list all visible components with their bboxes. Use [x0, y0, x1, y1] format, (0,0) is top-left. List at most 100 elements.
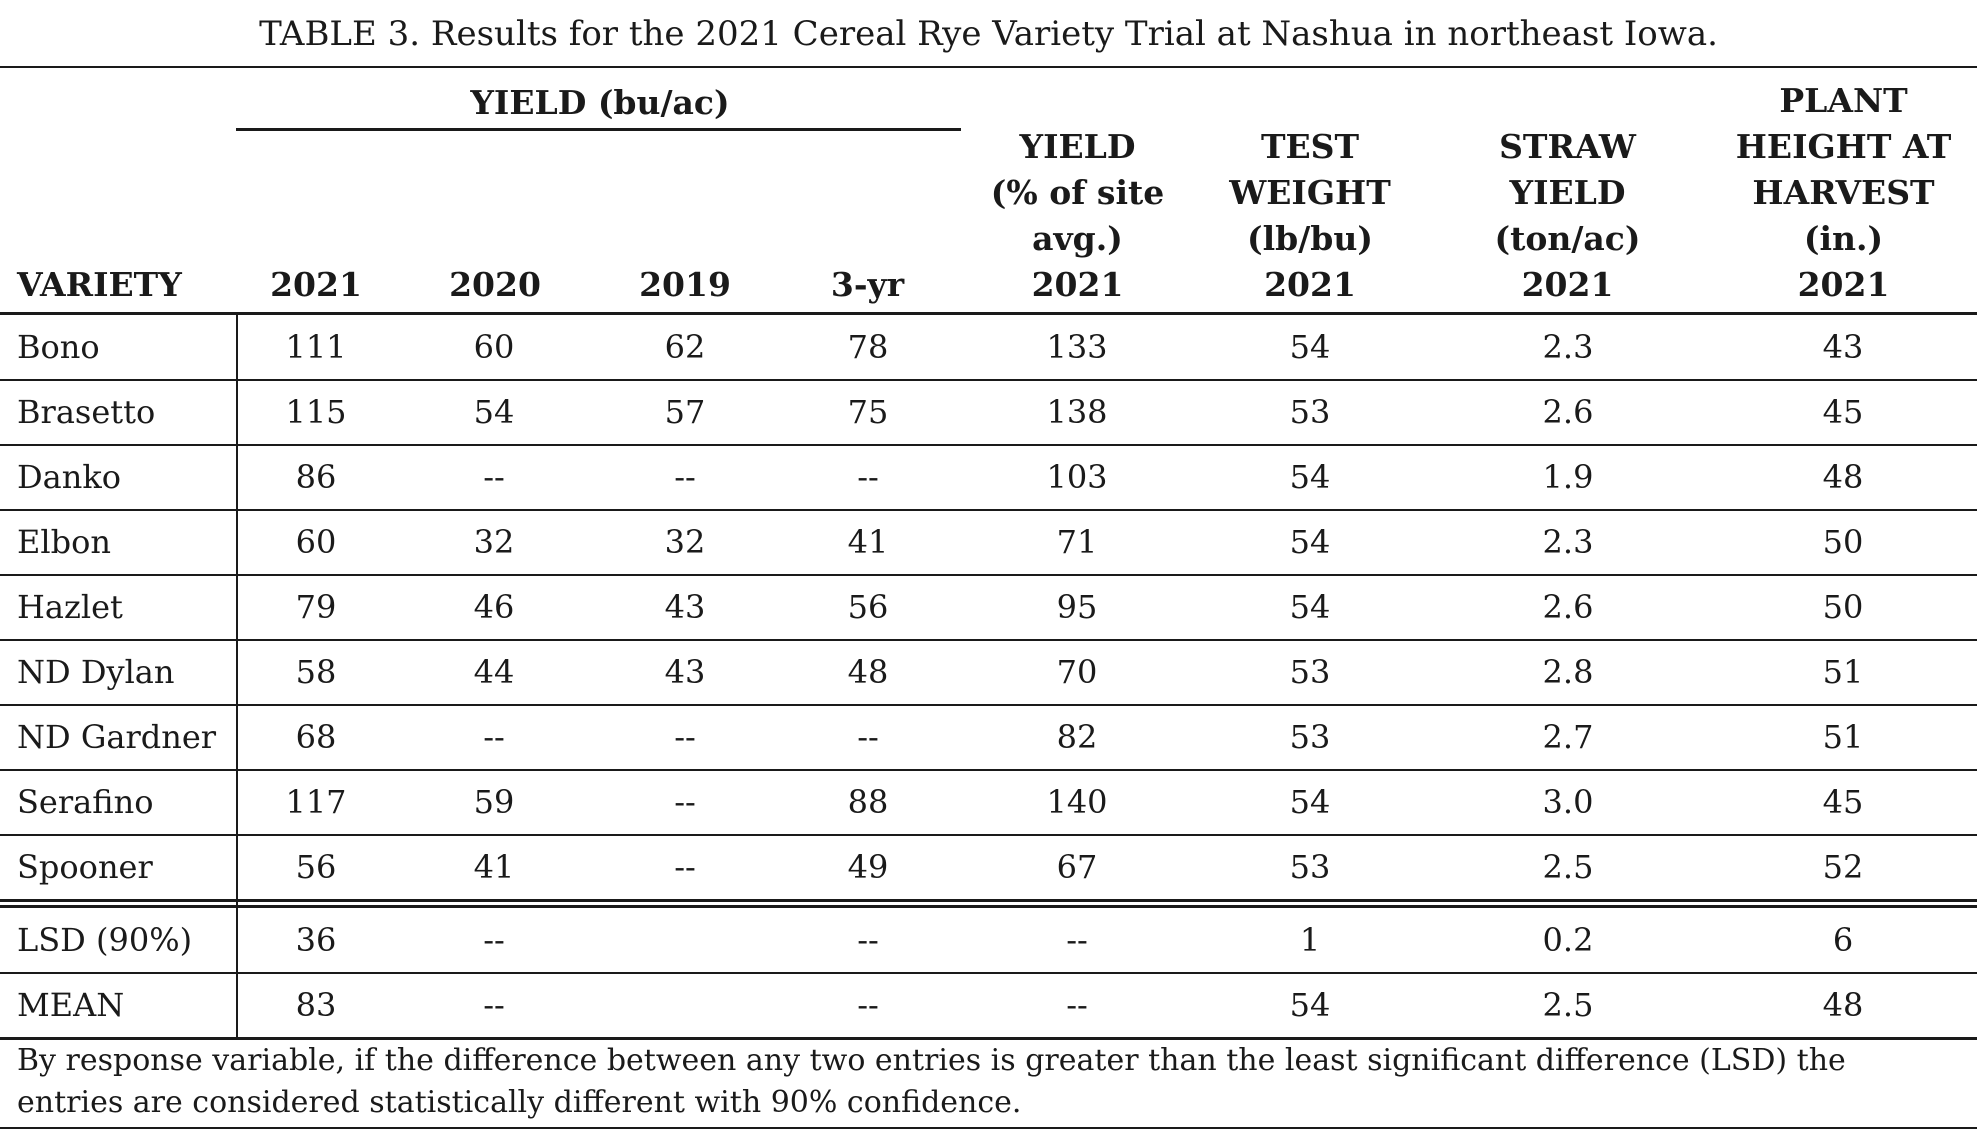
table-row-2-test-weight-cell: 53 [1289, 393, 1331, 431]
row-divider [0, 834, 1977, 836]
header-2020: 2020 [449, 265, 541, 304]
table-row-8-yield-3yr-cell: 88 [847, 783, 889, 821]
table-row-5-plant-height-cell: 50 [1822, 588, 1864, 626]
row-divider [0, 704, 1977, 706]
table-row-2-yield-2021-cell: 115 [285, 393, 347, 431]
summary-row-2-yield-pct-site-cell: -- [1066, 986, 1088, 1024]
summary-row-1-test-weight-cell: 1 [1299, 921, 1321, 959]
table-row-7-yield-2021-cell: 68 [295, 718, 337, 756]
summary-row-2-yield-2020-cell: -- [483, 986, 505, 1024]
table-row-1-plant-height-cell: 43 [1822, 328, 1864, 366]
table-row-8-yield-pct-site-cell: 140 [1046, 783, 1108, 821]
row-divider [0, 444, 1977, 446]
table-row-9-label: Spooner [17, 848, 153, 886]
summary-row-1-label: LSD (90%) [17, 921, 193, 959]
table-row-4-yield-3yr-cell: 41 [847, 523, 889, 561]
row-divider [0, 574, 1977, 576]
summary-row-1-straw-yield-cell: 0.2 [1542, 921, 1594, 959]
table-row-6-yield-2019-cell: 43 [664, 653, 706, 691]
table-row-6-yield-pct-site-cell: 70 [1056, 653, 1098, 691]
header-straw-yield: STRAW YIELD (ton/ac) 2021 [1494, 127, 1641, 304]
header-variety: VARIETY [17, 265, 182, 304]
table-row-1-yield-2020-cell: 60 [473, 328, 515, 366]
summary-double-rule-top [0, 899, 1977, 902]
table-row-8-straw-yield-cell: 3.0 [1542, 783, 1594, 821]
header-3yr: 3-yr [830, 265, 905, 304]
header-2021: 2021 [270, 265, 362, 304]
table-row-6-test-weight-cell: 53 [1289, 653, 1331, 691]
table-row-9-yield-3yr-cell: 49 [847, 848, 889, 886]
table-row-5-label: Hazlet [17, 588, 123, 626]
summary-row-2-test-weight-cell: 54 [1289, 986, 1331, 1024]
table-row-1-yield-3yr-cell: 78 [847, 328, 889, 366]
table-row-8-yield-2021-cell: 117 [285, 783, 347, 821]
table-row-9-yield-pct-site-cell: 67 [1056, 848, 1098, 886]
table-row-1-yield-pct-site-cell: 133 [1046, 328, 1108, 366]
table-row-7-plant-height-cell: 51 [1822, 718, 1864, 756]
table-row-1-test-weight-cell: 54 [1289, 328, 1331, 366]
table-row-8-test-weight-cell: 54 [1289, 783, 1331, 821]
summary-row-2-label: MEAN [17, 986, 125, 1024]
yield-group-underline [236, 128, 961, 131]
summary-row-1-yield-3yr-cell: -- [857, 921, 879, 959]
table-row-3-yield-2020-cell: -- [483, 458, 505, 496]
summary-row-1-yield-2021-cell: 36 [295, 921, 337, 959]
table-row-6-yield-2020-cell: 44 [473, 653, 515, 691]
table-row-6-label: ND Dylan [17, 653, 175, 691]
table-row-2-plant-height-cell: 45 [1822, 393, 1864, 431]
table-row-6-plant-height-cell: 51 [1822, 653, 1864, 691]
yield-group-header: YIELD (bu/ac) [470, 83, 730, 122]
header-2019: 2019 [639, 265, 731, 304]
header-bottom-rule [0, 312, 1977, 315]
table-row-9-plant-height-cell: 52 [1822, 848, 1864, 886]
table-row-3-yield-2019-cell: -- [674, 458, 696, 496]
table-row-5-yield-2019-cell: 43 [664, 588, 706, 626]
table-row-3-plant-height-cell: 48 [1822, 458, 1864, 496]
table-row-3-label: Danko [17, 458, 121, 496]
summary-row-1-yield-2020-cell: -- [483, 921, 505, 959]
header-plant-height: PLANT HEIGHT AT HARVEST (in.) 2021 [1735, 81, 1952, 304]
table-row-3-yield-pct-site-cell: 103 [1046, 458, 1108, 496]
table-row-7-yield-2020-cell: -- [483, 718, 505, 756]
summary-row-2-yield-3yr-cell: -- [857, 986, 879, 1024]
table-row-2-label: Brasetto [17, 393, 156, 431]
table-row-4-yield-2020-cell: 32 [473, 523, 515, 561]
table-row-4-yield-pct-site-cell: 71 [1056, 523, 1098, 561]
table-row-2-yield-3yr-cell: 75 [847, 393, 889, 431]
table-row-4-plant-height-cell: 50 [1822, 523, 1864, 561]
row-divider [0, 379, 1977, 381]
table-row-9-yield-2021-cell: 56 [295, 848, 337, 886]
header-test-weight: TEST WEIGHT (lb/bu) 2021 [1229, 127, 1391, 304]
table-row-1-yield-2021-cell: 111 [285, 328, 347, 366]
table-row-6-straw-yield-cell: 2.8 [1542, 653, 1594, 691]
table-row-9-test-weight-cell: 53 [1289, 848, 1331, 886]
table-row-2-yield-2019-cell: 57 [664, 393, 706, 431]
summary-row-1-yield-pct-site-cell: -- [1066, 921, 1088, 959]
table-row-5-yield-pct-site-cell: 95 [1056, 588, 1098, 626]
table-row-9-yield-2019-cell: -- [674, 848, 696, 886]
table-row-7-test-weight-cell: 53 [1289, 718, 1331, 756]
table-row-4-label: Elbon [17, 523, 111, 561]
table-row-3-yield-2021-cell: 86 [295, 458, 337, 496]
table-row-7-yield-2019-cell: -- [674, 718, 696, 756]
table-row-1-straw-yield-cell: 2.3 [1542, 328, 1594, 366]
summary-divider [0, 972, 1977, 974]
summary-row-2-straw-yield-cell: 2.5 [1542, 986, 1594, 1024]
summary-row-1-plant-height-cell: 6 [1832, 921, 1854, 959]
table-row-4-yield-2021-cell: 60 [295, 523, 337, 561]
row-divider [0, 639, 1977, 641]
table-row-5-test-weight-cell: 54 [1289, 588, 1331, 626]
table-row-7-label: ND Gardner [17, 718, 217, 756]
table-row-8-label: Serafino [17, 783, 154, 821]
table-row-3-straw-yield-cell: 1.9 [1542, 458, 1594, 496]
summary-divider [0, 1037, 1977, 1040]
table-row-2-yield-2020-cell: 54 [473, 393, 515, 431]
table-row-5-yield-3yr-cell: 56 [847, 588, 889, 626]
table-row-5-yield-2020-cell: 46 [473, 588, 515, 626]
summary-double-rule-bottom [0, 905, 1977, 908]
summary-row-2-yield-2019-cell [590, 973, 780, 1038]
table-bottom-rule [0, 1127, 1977, 1129]
table-row-3-test-weight-cell: 54 [1289, 458, 1331, 496]
row-divider [0, 769, 1977, 771]
table-row-8-plant-height-cell: 45 [1822, 783, 1864, 821]
